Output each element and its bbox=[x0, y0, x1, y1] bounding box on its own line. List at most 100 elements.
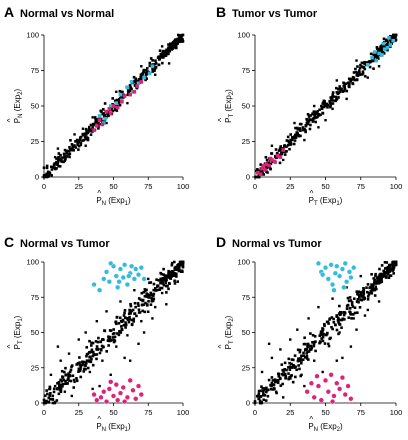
chart-c-outlier-point bbox=[53, 384, 57, 388]
chart-b-point bbox=[375, 46, 379, 49]
chart-c-point bbox=[75, 363, 79, 366]
chart-d-point bbox=[270, 382, 274, 386]
chart-b-highlight-point bbox=[391, 38, 395, 43]
chart-b-point bbox=[330, 98, 333, 102]
chart-a-point bbox=[145, 67, 149, 70]
chart-a-point bbox=[46, 170, 50, 174]
chart-d-point bbox=[281, 373, 285, 377]
chart-c-highlight-point bbox=[96, 287, 103, 293]
chart-c-highlight-point bbox=[128, 263, 135, 269]
chart-c-point bbox=[105, 350, 108, 353]
chart-c-point bbox=[176, 280, 179, 283]
chart-c-point bbox=[143, 310, 147, 314]
chart-d-point bbox=[383, 260, 387, 264]
chart-a-highlight-point bbox=[147, 71, 152, 76]
chart-a-point bbox=[55, 157, 58, 160]
chart-c-point bbox=[142, 303, 146, 306]
chart-c-point bbox=[167, 274, 170, 278]
chart-d-point bbox=[387, 270, 391, 274]
chart-c-x-tick-label: 25 bbox=[75, 408, 83, 417]
chart-b-outlier-point bbox=[293, 121, 296, 125]
chart-a-point bbox=[110, 106, 114, 110]
chart-a-point bbox=[164, 51, 168, 54]
chart-d-highlight-point bbox=[318, 397, 324, 403]
chart-a-point bbox=[53, 162, 56, 165]
chart-d-point bbox=[253, 401, 257, 405]
chart-c-point bbox=[137, 311, 141, 314]
chart-c-point bbox=[43, 399, 47, 403]
chart-b-point bbox=[314, 116, 318, 119]
chart-d-point bbox=[298, 358, 302, 361]
chart-d-point bbox=[378, 267, 381, 271]
chart-c-point bbox=[77, 367, 81, 371]
chart-d-outlier-point bbox=[338, 331, 341, 334]
chart-a-point bbox=[65, 149, 68, 153]
chart-b-point bbox=[367, 61, 371, 65]
chart-a-point bbox=[107, 114, 110, 118]
chart-b-point bbox=[269, 167, 272, 171]
chart-b-point bbox=[264, 166, 268, 170]
chart-c-highlight-point bbox=[120, 384, 126, 391]
chart-a-point bbox=[158, 49, 162, 53]
chart-d-point bbox=[367, 293, 371, 296]
chart-b-point bbox=[331, 93, 335, 97]
chart-b-point bbox=[378, 49, 382, 52]
chart-a-x-tick-label: 50 bbox=[109, 182, 117, 191]
chart-a-y-hat-icon: ^ bbox=[6, 118, 15, 122]
chart-a-highlight-point bbox=[122, 94, 127, 98]
chart-b-point bbox=[389, 35, 393, 38]
chart-c-point bbox=[140, 303, 144, 307]
chart-c-point bbox=[58, 383, 61, 387]
chart-c-point bbox=[168, 276, 171, 279]
chart-a-point bbox=[169, 44, 172, 47]
chart-b-point bbox=[287, 141, 291, 144]
chart-a-point bbox=[116, 99, 120, 103]
chart-c-point bbox=[71, 374, 75, 378]
chart-d-x-tick-label: 25 bbox=[286, 408, 294, 417]
chart-a-point bbox=[118, 89, 122, 93]
chart-d-outlier-point bbox=[352, 317, 355, 320]
chart-c-point bbox=[52, 387, 56, 391]
chart-a-y-tick-label: 50 bbox=[31, 102, 39, 111]
chart-b-point bbox=[394, 38, 398, 41]
chart-b-point bbox=[313, 114, 317, 118]
chart-c-point bbox=[128, 315, 131, 319]
chart-c-point bbox=[143, 288, 147, 291]
chart-a-point bbox=[179, 34, 183, 38]
chart-c-highlight-point bbox=[116, 279, 122, 285]
chart-d-point bbox=[356, 311, 359, 314]
chart-a-x-label-close: ) bbox=[128, 196, 131, 205]
chart-c-point bbox=[152, 282, 156, 286]
chart-c-point bbox=[151, 299, 155, 303]
chart-b-y-label-sub: T bbox=[229, 114, 235, 118]
chart-a-point bbox=[63, 155, 67, 159]
chart-c-point bbox=[85, 361, 88, 365]
chart-a-point bbox=[113, 99, 117, 103]
chart-b-point bbox=[382, 37, 386, 41]
chart-c-point bbox=[157, 279, 161, 282]
chart-c-point bbox=[181, 264, 185, 268]
chart-c-outlier-point bbox=[151, 317, 154, 320]
chart-d-point bbox=[307, 350, 311, 353]
chart-d-highlight-point bbox=[341, 284, 347, 290]
chart-a-point bbox=[89, 123, 93, 127]
chart-b-point bbox=[349, 79, 353, 83]
chart-b-highlight-point bbox=[272, 159, 277, 164]
chart-a-point bbox=[133, 84, 137, 87]
chart-c-outlier-point bbox=[101, 359, 104, 362]
chart-d-point bbox=[266, 394, 270, 398]
chart-c-point bbox=[161, 282, 165, 285]
chart-d-point bbox=[269, 387, 273, 391]
chart-c-outlier-point bbox=[165, 303, 168, 306]
chart-a-point bbox=[176, 37, 179, 41]
chart-d-point bbox=[328, 318, 331, 321]
chart-c-outlier-point bbox=[98, 384, 101, 388]
chart-a-outlier-point bbox=[160, 45, 164, 48]
chart-d-point bbox=[389, 274, 393, 278]
chart-d-point bbox=[275, 391, 278, 395]
chart-d-point bbox=[320, 337, 323, 340]
chart-c-point bbox=[97, 336, 100, 340]
chart-c-point bbox=[124, 323, 128, 327]
chart-a-point bbox=[137, 79, 140, 83]
chart-d-point bbox=[300, 354, 303, 358]
